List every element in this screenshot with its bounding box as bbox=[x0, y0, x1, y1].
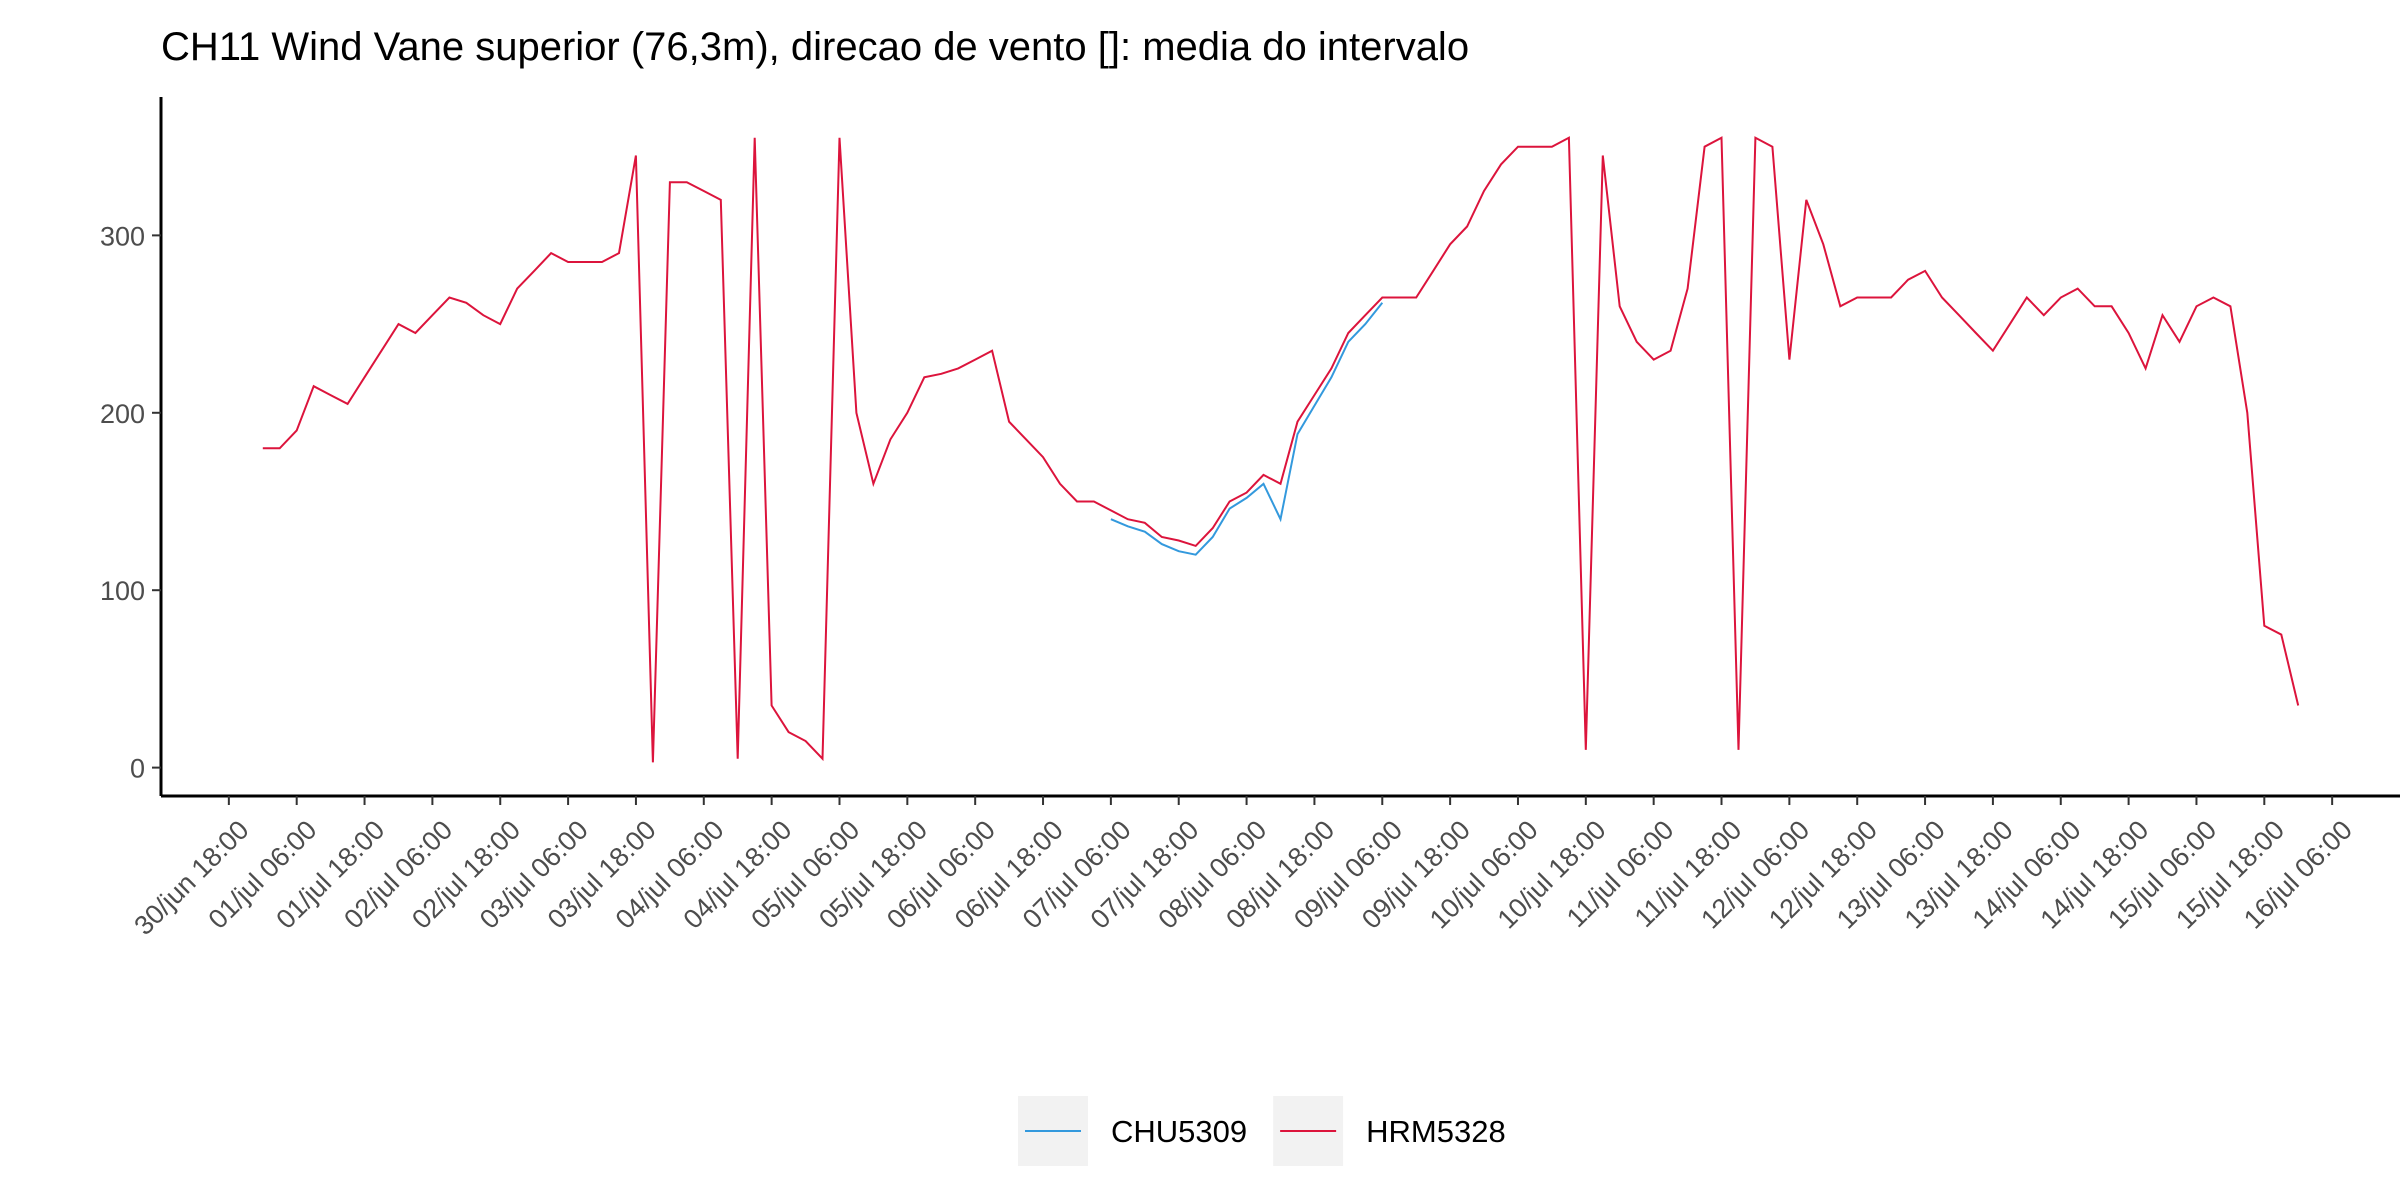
legend: CHU5309 HRM5328 bbox=[1018, 1096, 1506, 1166]
legend-label: CHU5309 bbox=[1111, 1114, 1247, 1149]
y-tick-label: 300 bbox=[100, 221, 145, 251]
chart-title: CH11 Wind Vane superior (76,3m), direcao… bbox=[161, 25, 1469, 69]
y-tick-label: 0 bbox=[130, 754, 145, 784]
y-tick-label: 100 bbox=[100, 576, 145, 606]
y-tick-label: 200 bbox=[100, 399, 145, 429]
line bbox=[1110, 302, 1384, 556]
legend-label: HRM5328 bbox=[1366, 1114, 1506, 1149]
line bbox=[262, 136, 2300, 763]
